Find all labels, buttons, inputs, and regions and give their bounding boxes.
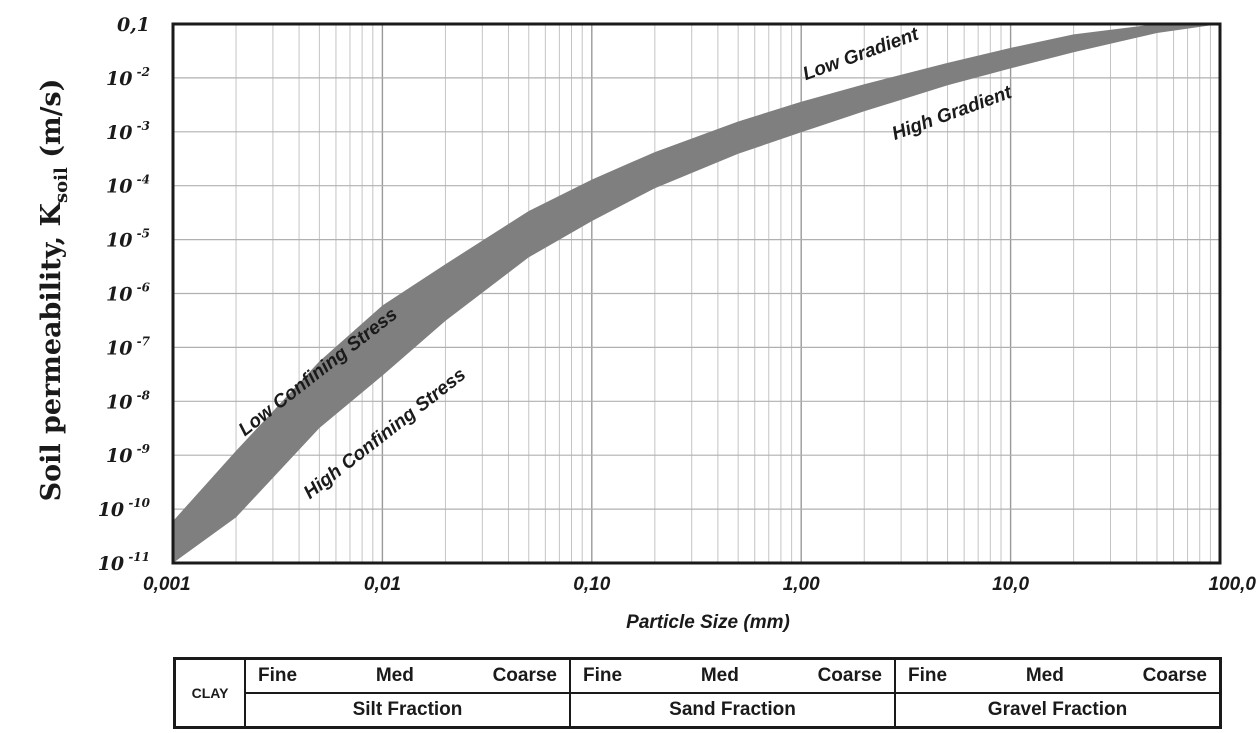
y-tick-label: 10 -3 xyxy=(106,119,150,144)
silt-fraction-group: Fine Med Coarse Silt Fraction xyxy=(246,660,571,726)
y-tick-base: 10 xyxy=(106,284,132,306)
y-tick-label: 10 -10 xyxy=(98,496,151,521)
x-tick-label: 100,0 xyxy=(1208,574,1256,595)
y-tick-base: 10 xyxy=(98,499,124,521)
silt-med-label: Med xyxy=(375,665,414,686)
y-tick-base: 10 xyxy=(106,337,132,359)
plot-frame xyxy=(171,22,1222,565)
x-axis-title: Particle Size (mm) xyxy=(626,612,790,633)
y-tick-exponent: -8 xyxy=(132,388,150,402)
gravel-coarse-label: Coarse xyxy=(1142,665,1207,686)
silt-fraction-label: Silt Fraction xyxy=(352,699,463,720)
gravel-fraction-label: Gravel Fraction xyxy=(987,699,1128,720)
gravel-subdivisions: Fine Med Coarse xyxy=(896,660,1219,694)
y-tick-exponent: -4 xyxy=(132,173,150,187)
y-tick-exponent: -9 xyxy=(132,442,150,456)
y-tick-label: 10 -11 xyxy=(98,550,150,575)
sand-coarse-label: Coarse xyxy=(817,665,882,686)
y-tick-exponent: -2 xyxy=(132,65,150,79)
y-tick-label: 10 -9 xyxy=(106,442,151,467)
y-axis-title-subscript: soil xyxy=(51,167,72,203)
y-tick-label: 10 -7 xyxy=(106,334,151,359)
y-tick-base: 10 xyxy=(106,122,132,144)
y-tick-base: 10 xyxy=(106,176,132,198)
sand-subdivisions: Fine Med Coarse xyxy=(571,660,894,694)
y-tick-base: 10 xyxy=(106,68,132,90)
sand-fine-label: Fine xyxy=(583,665,623,686)
y-tick-label: 10 -2 xyxy=(106,65,150,90)
y-tick-exponent: -3 xyxy=(132,119,150,133)
x-tick-label: 10,0 xyxy=(992,574,1029,595)
permeability-chart: 0,110 -210 -310 -410 -510 -610 -710 -810… xyxy=(36,14,1256,633)
y-tick-label: 10 -5 xyxy=(106,227,150,252)
y-tick-exponent: -6 xyxy=(132,281,150,295)
y-axis-title-main: Soil permeability, K xyxy=(36,201,67,501)
y-tick-exponent: -7 xyxy=(132,334,150,348)
y-tick-exponent: -10 xyxy=(124,496,151,510)
y-tick-base: 0,1 xyxy=(117,14,150,36)
y-tick-base: 10 xyxy=(106,391,132,413)
x-tick-label: 0,001 xyxy=(143,574,191,595)
silt-coarse-label: Coarse xyxy=(492,665,557,686)
gravel-fraction-group: Fine Med Coarse Gravel Fraction xyxy=(896,660,1219,726)
y-tick-exponent: -11 xyxy=(124,550,150,564)
grid xyxy=(173,24,1220,563)
y-tick-exponent: -5 xyxy=(132,227,150,241)
clay-cell: CLAY xyxy=(176,660,246,726)
y-axis-title: Soil permeability, Ksoil (m/s) xyxy=(36,79,72,502)
y-tick-label: 0,1 xyxy=(117,14,150,36)
x-tick-label: 1,00 xyxy=(783,574,820,595)
gravel-med-label: Med xyxy=(1025,665,1064,686)
y-tick-base: 10 xyxy=(106,230,132,252)
x-tick-label: 0,01 xyxy=(364,574,401,595)
silt-subdivisions: Fine Med Coarse xyxy=(246,660,569,694)
y-tick-base: 10 xyxy=(98,553,124,575)
y-tick-label: 10 -8 xyxy=(106,388,151,413)
y-tick-label: 10 -6 xyxy=(106,281,151,306)
x-tick-labels: 0,001 0,01 0,10 1,00 10,0 100,0 xyxy=(143,574,1256,595)
silt-fine-label: Fine xyxy=(258,665,298,686)
soil-classification-table: CLAY Fine Med Coarse Silt Fraction Fine … xyxy=(173,657,1222,729)
y-tick-base: 10 xyxy=(106,445,132,467)
y-axis-title-unit: (m/s) xyxy=(36,79,67,168)
sand-fraction-label: Sand Fraction xyxy=(669,699,796,720)
y-tick-labels: 0,110 -210 -310 -410 -510 -610 -710 -810… xyxy=(98,14,151,575)
sand-med-label: Med xyxy=(700,665,739,686)
gravel-fine-label: Fine xyxy=(908,665,948,686)
x-tick-label: 0,10 xyxy=(573,574,610,595)
y-tick-label: 10 -4 xyxy=(106,173,150,198)
sand-fraction-group: Fine Med Coarse Sand Fraction xyxy=(571,660,896,726)
